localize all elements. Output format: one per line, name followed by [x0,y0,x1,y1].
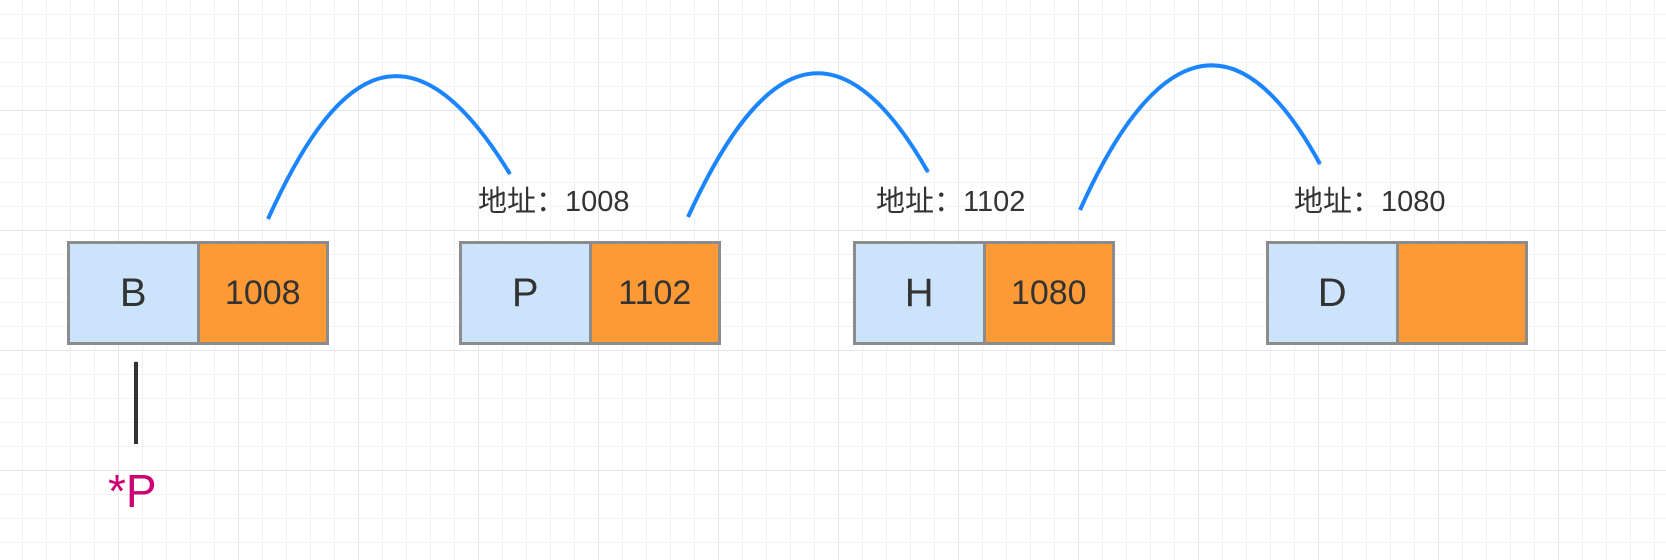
node-next-cell [1398,244,1525,342]
node-d: D [1266,241,1528,345]
address-label-p: 地址：1008 [478,186,630,218]
node-p: P 1102 [459,241,721,345]
node-data-cell: D [1269,244,1399,342]
node-data-cell: P [462,244,592,342]
node-next-cell: 1102 [591,244,718,342]
node-next-cell: 1080 [985,244,1112,342]
pointer-label: *P [108,465,157,517]
address-label-h: 地址：1102 [876,186,1026,218]
link-arrow-b-to-p [266,74,512,220]
node-data-cell: H [856,244,986,342]
node-h: H 1080 [853,241,1115,345]
node-next-cell: 1008 [199,244,326,342]
address-label-d: 地址：1080 [1294,186,1446,218]
link-arrow-h-to-d [1078,63,1322,211]
link-arrow-p-to-h [686,71,930,218]
node-b: B 1008 [67,241,329,345]
node-data-cell: B [70,244,200,342]
